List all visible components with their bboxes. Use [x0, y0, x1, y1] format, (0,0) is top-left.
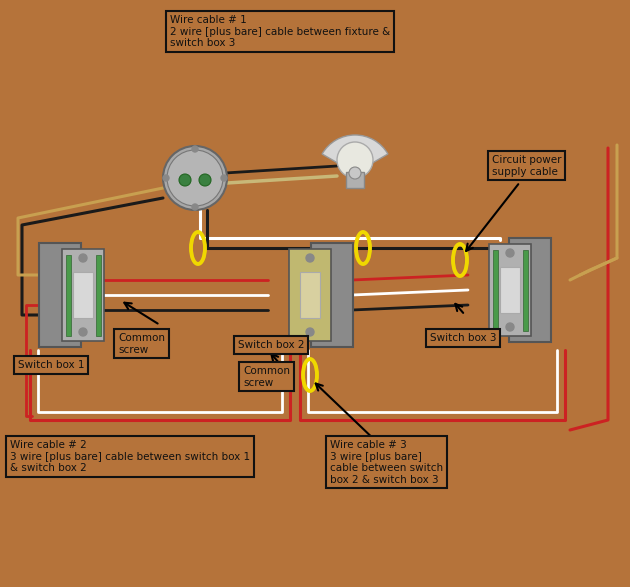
Circle shape: [192, 204, 198, 210]
FancyBboxPatch shape: [509, 238, 551, 342]
FancyBboxPatch shape: [39, 243, 81, 347]
Text: Common
screw: Common screw: [118, 333, 165, 355]
FancyBboxPatch shape: [300, 272, 320, 318]
Circle shape: [163, 175, 169, 181]
Text: Switch box 1: Switch box 1: [18, 360, 84, 370]
Circle shape: [79, 254, 87, 262]
Circle shape: [506, 323, 514, 331]
FancyBboxPatch shape: [311, 243, 353, 347]
FancyBboxPatch shape: [289, 249, 331, 341]
FancyBboxPatch shape: [62, 249, 104, 341]
Text: Wire cable # 1
2 wire [plus bare] cable between fixture &
switch box 3: Wire cable # 1 2 wire [plus bare] cable …: [170, 15, 390, 48]
Circle shape: [221, 175, 227, 181]
Wedge shape: [322, 135, 388, 173]
Text: Wire cable # 2
3 wire [plus bare] cable between switch box 1
& switch box 2: Wire cable # 2 3 wire [plus bare] cable …: [10, 440, 250, 473]
Circle shape: [192, 146, 198, 152]
Text: Switch box 3: Switch box 3: [430, 333, 496, 343]
Circle shape: [163, 146, 227, 210]
Text: Circuit power
supply cable: Circuit power supply cable: [492, 155, 561, 177]
FancyBboxPatch shape: [96, 255, 101, 336]
Circle shape: [199, 174, 211, 186]
FancyBboxPatch shape: [493, 249, 498, 330]
FancyBboxPatch shape: [500, 267, 520, 313]
Circle shape: [306, 328, 314, 336]
FancyBboxPatch shape: [73, 272, 93, 318]
Circle shape: [506, 249, 514, 257]
Text: Wire cable # 3
3 wire [plus bare]
cable between switch
box 2 & switch box 3: Wire cable # 3 3 wire [plus bare] cable …: [330, 440, 443, 485]
Circle shape: [167, 150, 223, 206]
Circle shape: [337, 142, 373, 178]
FancyBboxPatch shape: [346, 172, 364, 188]
Circle shape: [79, 328, 87, 336]
FancyBboxPatch shape: [522, 249, 527, 330]
FancyBboxPatch shape: [66, 255, 71, 336]
Text: Switch box 2: Switch box 2: [238, 340, 304, 350]
Circle shape: [306, 254, 314, 262]
FancyBboxPatch shape: [489, 244, 531, 336]
Circle shape: [179, 174, 191, 186]
Circle shape: [349, 167, 361, 179]
Text: Common
screw: Common screw: [243, 366, 290, 387]
